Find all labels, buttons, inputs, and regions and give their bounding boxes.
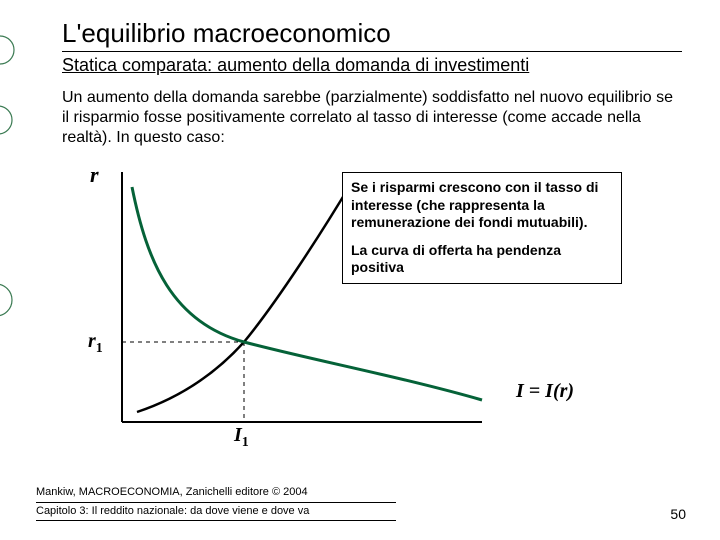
i1-letter: I [234,424,242,446]
page-number: 50 [670,506,686,522]
eq-text: I = I(r) [516,380,574,402]
footer-line1: Mankiw, MACROECONOMIA, Zanichelli editor… [36,485,396,502]
r1-sub: 1 [96,341,103,356]
r1-label: r1 [88,330,103,357]
footer: Mankiw, MACROECONOMIA, Zanichelli editor… [36,485,396,522]
footer-line2: Capitolo 3: Il reddito nazionale: da dov… [36,504,396,521]
title-underline [62,51,682,52]
chart-area: r r1 I1 I = I(r) Se i risparmi crescono … [62,162,662,462]
slide-title: L'equilibrio macroeconomico [62,18,682,49]
annotation-box: Se i risparmi crescono con il tasso di i… [342,172,622,284]
i1-sub: 1 [242,435,249,450]
slide-subtitle: Statica comparata: aumento della domanda… [62,55,682,76]
body-paragraph: Un aumento della domanda sarebbe (parzia… [62,88,682,148]
annotation-line2: La curva di offerta ha pendenza positiva [351,242,613,277]
slide-content: L'equilibrio macroeconomico Statica comp… [0,0,720,462]
y-axis-label: r [90,162,99,188]
i1-label: I1 [234,424,249,451]
r1-letter: r [88,330,96,352]
annotation-line1: Se i risparmi crescono con il tasso di i… [351,179,613,232]
equation-label: I = I(r) [516,380,574,403]
